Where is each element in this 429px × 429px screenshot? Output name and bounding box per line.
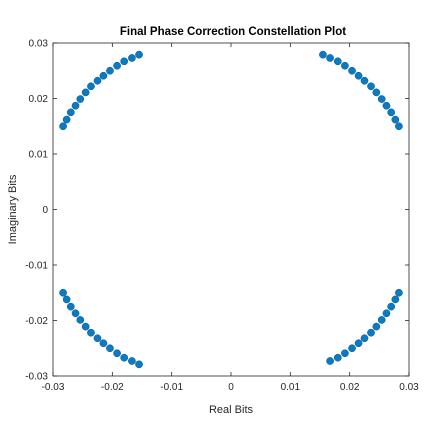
data-point [62, 295, 71, 304]
data-point [106, 66, 114, 75]
data-point [59, 122, 67, 131]
data-point [372, 88, 381, 97]
data-point [93, 76, 102, 85]
data-point [348, 344, 356, 353]
data-point [71, 309, 80, 318]
data-point [326, 357, 334, 365]
y-tick-label: -0.03 [25, 372, 48, 383]
data-point [326, 54, 334, 62]
x-axis-label: Real Bits [209, 404, 254, 416]
x-tick-label: -0.03 [42, 382, 65, 393]
data-point [391, 115, 400, 124]
y-axis-label: Imaginary Bits [7, 174, 19, 244]
scatter-points [59, 50, 403, 369]
data-point [120, 57, 129, 66]
data-point [99, 71, 108, 80]
data-point [395, 288, 403, 297]
data-point [367, 328, 375, 337]
data-point [372, 322, 381, 331]
x-tick-label: 0.01 [281, 382, 301, 393]
data-point [354, 339, 363, 348]
data-point [120, 353, 129, 362]
data-point [93, 334, 102, 343]
data-point [113, 349, 121, 358]
data-point [319, 50, 327, 59]
data-point [367, 82, 375, 91]
data-point [66, 108, 75, 117]
data-point [377, 95, 386, 103]
data-point [76, 316, 85, 324]
x-tick-label: -0.01 [160, 382, 183, 393]
data-point [81, 88, 90, 97]
data-point [387, 108, 396, 117]
data-point [382, 101, 391, 110]
data-point [135, 50, 143, 59]
data-point [360, 334, 369, 343]
data-point [354, 71, 363, 80]
data-point [395, 122, 403, 131]
data-point [333, 353, 342, 362]
y-tick-label: -0.01 [25, 261, 48, 272]
x-tick-label: 0.03 [399, 382, 419, 393]
data-point [387, 302, 396, 311]
data-point [66, 302, 75, 311]
data-point [333, 57, 342, 66]
data-point [382, 309, 391, 318]
data-point [62, 115, 71, 124]
tick-labels: -0.03 -0.02 -0.01 0 0.01 0.02 0.03 -0.03 -0.02 -0… [25, 39, 419, 394]
data-point [341, 349, 349, 358]
data-point [106, 344, 114, 353]
data-point [360, 76, 369, 85]
data-point [391, 295, 400, 304]
data-point [87, 328, 95, 337]
chart-title: Final Phase Correction Constellation Plo… [120, 26, 346, 38]
axis-ticks [52, 42, 410, 377]
x-tick-label: -0.02 [101, 382, 124, 393]
data-point [377, 316, 386, 324]
x-tick-label: 0.02 [340, 382, 360, 393]
data-point [341, 61, 349, 70]
plot-area-box [52, 42, 410, 377]
data-point [99, 339, 108, 348]
y-tick-label: 0.03 [29, 39, 49, 50]
data-point [113, 61, 121, 70]
y-tick-label: 0.01 [29, 150, 49, 161]
data-point [87, 82, 95, 91]
x-tick-label: 0 [228, 382, 234, 393]
data-point [59, 288, 67, 297]
y-tick-label: 0.02 [29, 94, 49, 105]
data-point [71, 101, 80, 110]
data-point [81, 322, 90, 331]
y-tick-label: 0 [42, 205, 48, 216]
data-point [128, 54, 136, 62]
data-point [135, 360, 143, 369]
data-point [76, 95, 85, 103]
data-point [348, 66, 356, 75]
y-tick-label: -0.02 [25, 316, 48, 327]
data-point [128, 357, 136, 365]
